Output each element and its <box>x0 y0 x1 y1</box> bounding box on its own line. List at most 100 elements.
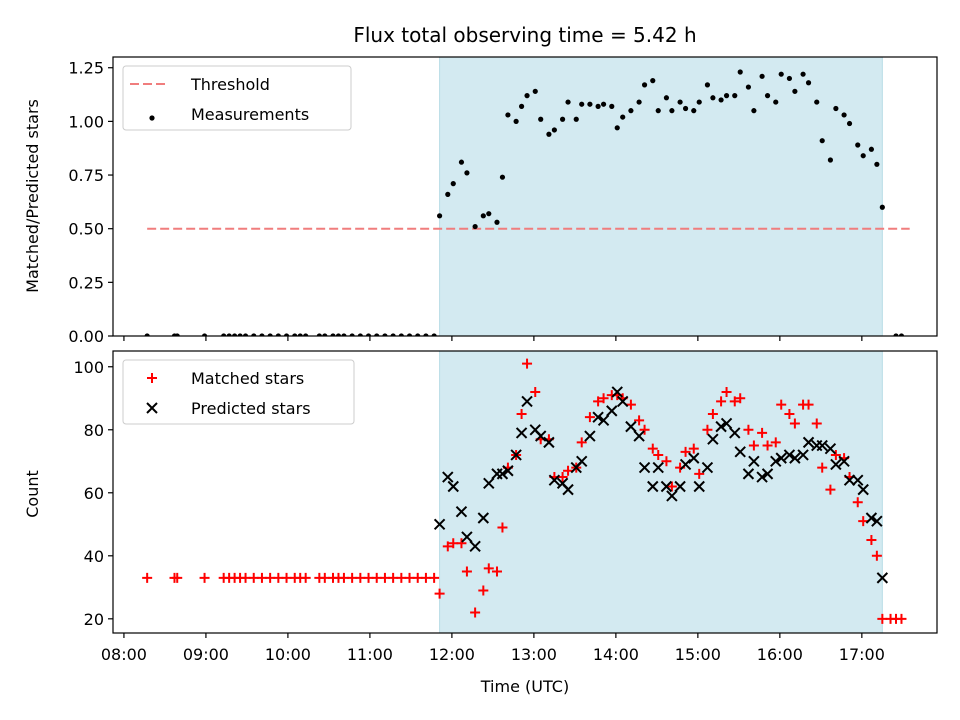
data-point <box>874 161 880 167</box>
data-point <box>515 427 528 439</box>
legend-x-swatch <box>146 402 158 414</box>
data-point <box>893 333 899 336</box>
data-point <box>201 333 208 336</box>
y-tick-label: 20 <box>84 610 104 629</box>
data-point <box>592 411 604 423</box>
data-point <box>762 440 773 451</box>
data-point <box>406 333 413 336</box>
legend-box <box>122 359 355 425</box>
y-tick-label: 100 <box>73 358 104 377</box>
data-point <box>748 440 759 451</box>
bottom-y-axis-title: Count <box>23 470 42 518</box>
data-point <box>797 449 809 461</box>
data-point <box>816 439 828 452</box>
data-point <box>458 159 465 165</box>
data-point <box>735 393 746 404</box>
data-point <box>548 474 561 486</box>
data-point <box>843 474 856 486</box>
data-point <box>365 333 372 336</box>
data-point <box>729 396 740 407</box>
x-tick-label: 09:00 <box>183 645 229 664</box>
data-point <box>838 455 850 467</box>
data-point <box>431 333 437 336</box>
plot-area <box>142 358 907 624</box>
data-point <box>688 452 700 464</box>
data-point <box>720 417 733 430</box>
data-point <box>199 572 210 583</box>
data-point <box>636 99 642 105</box>
data-point <box>292 333 298 336</box>
data-point <box>718 97 724 103</box>
data-point <box>505 112 511 118</box>
data-point <box>530 386 541 397</box>
data-point <box>677 99 683 105</box>
data-point <box>827 157 834 163</box>
data-point <box>729 427 741 439</box>
y-tick-label: 60 <box>84 484 104 503</box>
data-point <box>855 142 861 148</box>
data-point <box>666 481 677 492</box>
series-measurements <box>144 69 905 336</box>
data-point <box>251 333 257 336</box>
data-point <box>756 471 768 483</box>
data-point <box>480 213 486 219</box>
data-point <box>666 490 678 502</box>
data-point <box>335 333 342 336</box>
data-point <box>538 116 544 122</box>
data-point <box>661 456 672 467</box>
data-point <box>436 213 443 219</box>
data-point <box>641 82 648 88</box>
data-point <box>800 71 806 77</box>
data-point <box>879 204 885 210</box>
data-point <box>639 424 650 435</box>
data-point <box>852 474 864 486</box>
data-point <box>322 333 328 336</box>
data-point <box>390 333 396 336</box>
data-point <box>743 424 754 435</box>
data-point <box>478 585 489 596</box>
data-point <box>562 483 574 496</box>
data-point <box>172 572 183 583</box>
data-point <box>283 333 290 336</box>
legend-label: Predicted stars <box>191 399 311 418</box>
data-point <box>450 181 456 187</box>
data-point <box>609 103 615 109</box>
data-point <box>423 333 429 336</box>
data-point <box>674 480 686 493</box>
data-point <box>825 484 836 495</box>
data-point <box>532 88 538 94</box>
data-point <box>896 613 907 624</box>
data-point <box>775 452 787 464</box>
x-tick-label: 10:00 <box>265 645 311 664</box>
data-point <box>349 333 355 336</box>
data-point <box>573 116 579 122</box>
data-point <box>434 588 445 599</box>
data-point <box>455 505 468 518</box>
data-point <box>232 333 238 336</box>
data-point <box>819 138 825 144</box>
data-point <box>267 333 273 336</box>
data-point <box>483 563 494 574</box>
series-predicted-stars <box>433 386 889 584</box>
data-point <box>688 443 699 454</box>
data-point <box>865 512 878 524</box>
data-point <box>789 452 801 464</box>
bottom-panel: 20 40 60 80 100 08:00 09:00 10:00 11:00 12:00 13:0… <box>73 350 938 664</box>
data-point <box>415 333 421 336</box>
data-point <box>620 114 626 120</box>
data-point <box>655 108 661 114</box>
series-matched-stars <box>142 358 907 624</box>
data-point <box>587 101 593 107</box>
data-point <box>584 430 596 442</box>
data-point <box>716 396 727 407</box>
y-tick-label: 0.25 <box>68 273 104 292</box>
data-point <box>778 71 784 77</box>
axes-frame <box>112 56 938 337</box>
data-point <box>852 497 863 508</box>
data-point <box>784 409 795 420</box>
data-point <box>316 333 322 336</box>
data-point <box>723 93 730 99</box>
data-point <box>510 449 522 461</box>
data-point <box>491 566 502 577</box>
